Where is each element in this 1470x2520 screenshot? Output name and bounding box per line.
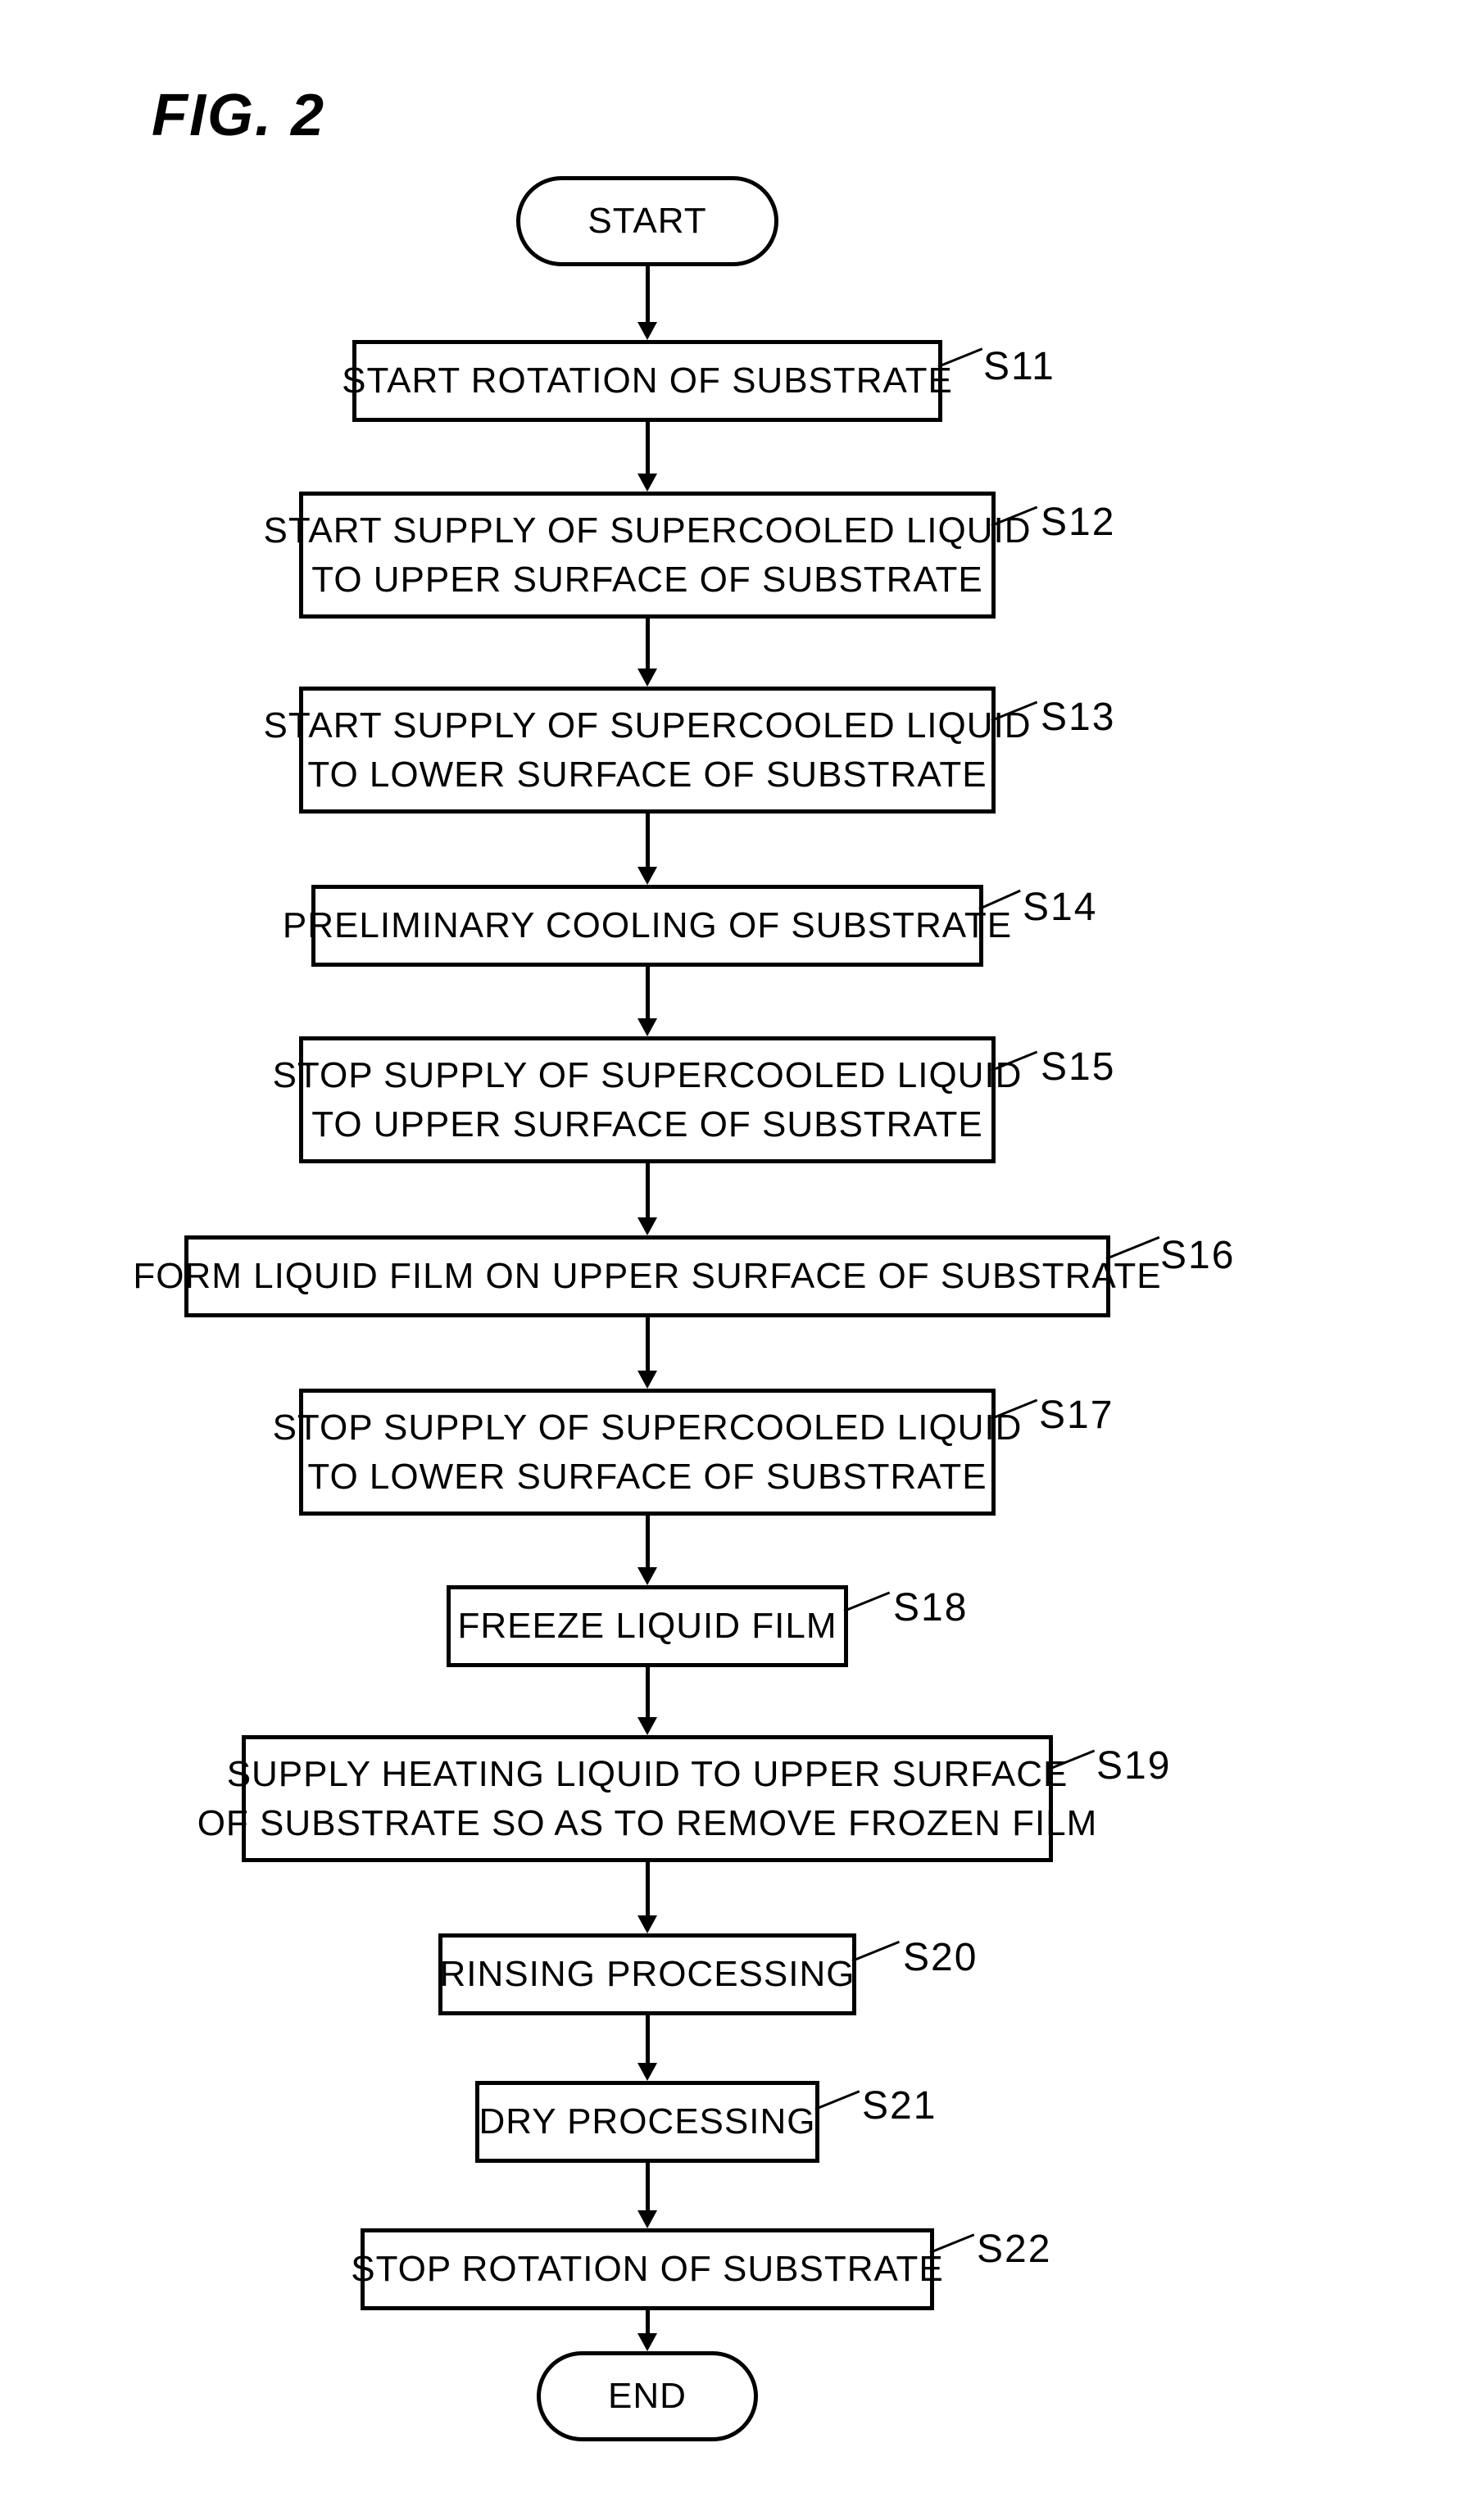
arrow-line [646, 1317, 650, 1374]
step-label: S21 [862, 2083, 937, 2128]
step-label: S20 [903, 1935, 978, 1980]
process-step: SUPPLY HEATING LIQUID TO UPPER SURFACE O… [242, 1735, 1053, 1862]
step-label: S17 [1039, 1393, 1114, 1438]
step-label: S22 [977, 2227, 1051, 2272]
process-step: STOP SUPPLY OF SUPERCOOLED LIQUID TO LOW… [299, 1389, 996, 1516]
leader-line [814, 2090, 860, 2110]
process-step: RINSING PROCESSING [438, 1933, 856, 2015]
arrow-head-icon [637, 1217, 657, 1235]
arrow-line [646, 1862, 650, 1919]
process-step: FREEZE LIQUID FILM [447, 1585, 848, 1667]
step-label: S13 [1041, 695, 1115, 740]
arrow-head-icon [637, 1915, 657, 1933]
process-step: STOP ROTATION OF SUBSTRATE [361, 2228, 934, 2310]
step-label: S12 [1041, 500, 1115, 545]
arrow-head-icon [637, 669, 657, 687]
arrow-line [646, 2015, 650, 2066]
arrow-head-icon [637, 2333, 657, 2351]
step-label: S16 [1160, 1233, 1235, 1278]
arrow-head-icon [637, 1717, 657, 1735]
arrow-line [646, 2163, 650, 2214]
process-step: DRY PROCESSING [475, 2081, 819, 2163]
arrow-head-icon [637, 474, 657, 492]
step-label: S15 [1041, 1045, 1115, 1090]
arrow-head-icon [637, 1018, 657, 1036]
flowchart-canvas: FIG. 2 START END START ROTATION OF SUBSTRAT… [0, 0, 1470, 2520]
step-label: S11 [983, 344, 1055, 389]
step-label: S19 [1096, 1743, 1171, 1788]
step-label: S14 [1023, 885, 1097, 930]
process-step: START SUPPLY OF SUPERCOOLED LIQUID TO UP… [299, 492, 996, 619]
process-step: START ROTATION OF SUBSTRATE [352, 340, 942, 422]
start-terminator: START [516, 176, 778, 266]
arrow-line [646, 266, 650, 325]
process-step: FORM LIQUID FILM ON UPPER SURFACE OF SUB… [184, 1235, 1110, 1317]
arrow-line [646, 1163, 650, 1221]
arrow-line [646, 1516, 650, 1570]
arrow-head-icon [637, 867, 657, 885]
arrow-head-icon [637, 2063, 657, 2081]
leader-line [843, 1592, 890, 1612]
step-label: S18 [893, 1585, 968, 1630]
arrow-line [646, 422, 650, 477]
process-step: STOP SUPPLY OF SUPERCOOLED LIQUID TO UPP… [299, 1036, 996, 1163]
arrow-line [646, 1667, 650, 1720]
arrow-head-icon [637, 2210, 657, 2228]
arrow-line [646, 619, 650, 672]
process-step: PRELIMINARY COOLING OF SUBSTRATE [311, 885, 983, 967]
arrow-line [646, 967, 650, 1022]
arrow-line [646, 814, 650, 870]
leader-line [929, 2233, 974, 2254]
arrow-head-icon [637, 322, 657, 340]
figure-title: FIG. 2 [152, 82, 325, 149]
end-terminator: END [537, 2351, 758, 2441]
arrow-head-icon [637, 1567, 657, 1585]
arrow-head-icon [637, 1371, 657, 1389]
process-step: START SUPPLY OF SUPERCOOLED LIQUID TO LO… [299, 687, 996, 814]
leader-line [851, 1941, 900, 1962]
